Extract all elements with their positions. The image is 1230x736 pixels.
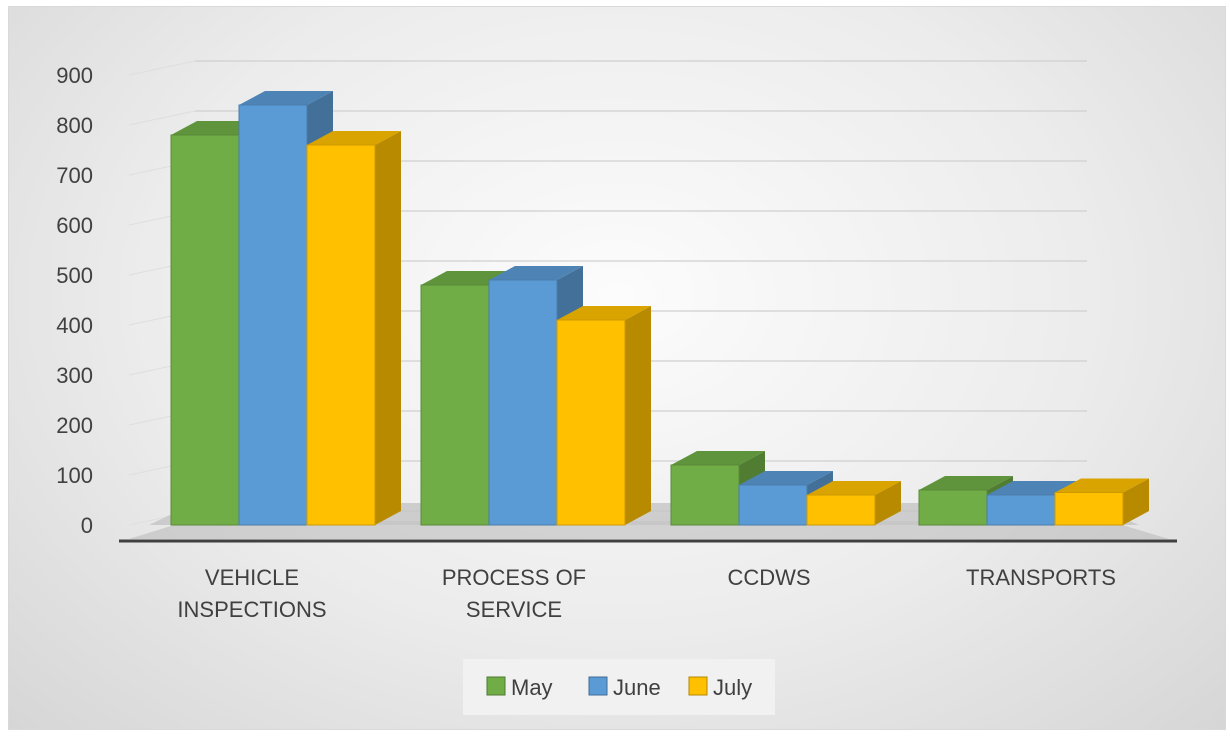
bar	[1054, 478, 1149, 526]
bar-front	[1054, 492, 1124, 526]
x-tick-label: TRANSPORTS	[966, 565, 1116, 590]
x-tick-label: SERVICE	[466, 597, 562, 622]
bar-front	[170, 134, 240, 526]
bar-top	[307, 131, 401, 145]
bar-top	[239, 91, 333, 105]
legend-box	[463, 659, 775, 715]
legend-label: July	[713, 675, 752, 700]
y-tick-label: 400	[56, 313, 93, 338]
bar-front	[238, 104, 308, 526]
floor-plane	[129, 521, 1169, 539]
legend-swatch	[588, 676, 608, 696]
legend-label: May	[511, 675, 553, 700]
bar-top	[557, 306, 651, 320]
bar-top	[1055, 478, 1149, 493]
x-tick-label: PROCESS OF	[442, 565, 586, 590]
gridline-side	[128, 110, 196, 126]
bar-front	[738, 484, 808, 526]
y-tick-label: 800	[56, 113, 93, 138]
bar-front	[556, 319, 626, 526]
y-tick-label: 300	[56, 363, 93, 388]
legend-swatch	[486, 676, 506, 696]
y-tick-label: 600	[56, 213, 93, 238]
y-tick-label: 700	[56, 163, 93, 188]
bar-side	[875, 481, 901, 525]
bar-top	[739, 471, 833, 485]
bar-side	[625, 306, 651, 525]
y-tick-label: 200	[56, 413, 93, 438]
bar-side	[375, 131, 401, 525]
x-tick-label: VEHICLE	[205, 565, 299, 590]
legend: May June July	[463, 659, 775, 715]
bar-top	[919, 476, 1013, 490]
y-tick-label: 100	[56, 463, 93, 488]
bar-front	[488, 279, 558, 526]
x-tick-label: CCDWS	[727, 565, 810, 590]
bar	[306, 131, 401, 526]
bar-top	[489, 266, 583, 280]
y-tick-label: 900	[56, 63, 93, 88]
bars	[170, 91, 1149, 526]
legend-item: June	[588, 675, 661, 700]
x-axis: VEHICLE INSPECTIONS PROCESS OF SERVICE CCDWS…	[119, 539, 1177, 622]
legend-label: June	[613, 675, 661, 700]
bar-front	[670, 464, 740, 526]
bar-front	[918, 489, 988, 526]
y-axis: 0 100 200 300 400 500 600 700 800 900	[56, 63, 93, 538]
bar-front	[806, 494, 876, 526]
bar-top	[807, 481, 901, 495]
bar	[556, 306, 651, 526]
bar	[806, 481, 901, 526]
gridline-side	[128, 60, 196, 76]
legend-item: May	[486, 675, 553, 700]
bar-side	[1123, 478, 1149, 525]
y-tick-label: 500	[56, 263, 93, 288]
bar-chart: 0 100 200 300 400 500 600 700 800 900 VEHICLE INSP…	[56, 60, 1177, 715]
bar-front	[306, 144, 376, 526]
legend-item: July	[688, 675, 752, 700]
x-tick-label: INSPECTIONS	[177, 597, 326, 622]
bar-front	[986, 494, 1056, 526]
y-tick-label: 0	[81, 513, 93, 538]
bar-top	[671, 451, 765, 465]
legend-swatch	[688, 676, 708, 696]
chart-frame: 0 100 200 300 400 500 600 700 800 900 VEHICLE INSP…	[8, 6, 1226, 730]
bar-front	[420, 284, 490, 526]
